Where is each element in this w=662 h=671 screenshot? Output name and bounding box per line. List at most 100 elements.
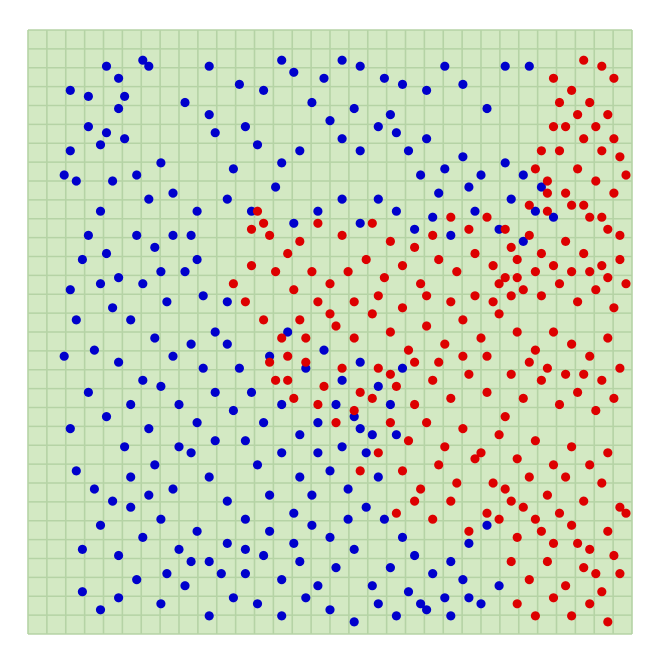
data-point-blue bbox=[289, 508, 299, 518]
data-point-blue bbox=[77, 544, 87, 555]
data-point-blue bbox=[518, 170, 528, 180]
data-point-blue bbox=[240, 544, 250, 555]
data-point-red bbox=[512, 254, 522, 265]
data-point-red bbox=[494, 514, 504, 524]
data-point-blue bbox=[114, 593, 124, 603]
data-point-blue bbox=[518, 236, 528, 246]
data-point-red bbox=[410, 242, 420, 252]
data-point-red bbox=[506, 291, 516, 301]
data-point-red bbox=[542, 188, 553, 198]
data-point-blue bbox=[476, 170, 486, 180]
data-point-red bbox=[591, 176, 601, 186]
data-point-red bbox=[597, 212, 607, 222]
data-point-red bbox=[621, 508, 631, 518]
data-point-red bbox=[591, 122, 601, 132]
data-point-red bbox=[385, 327, 395, 337]
data-point-blue bbox=[355, 218, 365, 228]
data-point-red bbox=[500, 224, 510, 234]
data-point-red bbox=[573, 387, 583, 397]
data-point-blue bbox=[228, 593, 238, 603]
data-point-red bbox=[488, 478, 498, 488]
data-point-red bbox=[307, 267, 317, 277]
data-point-blue bbox=[325, 116, 335, 126]
data-point-red bbox=[585, 460, 595, 470]
data-point-blue bbox=[198, 291, 208, 301]
data-point-blue bbox=[367, 430, 377, 440]
data-point-red bbox=[428, 230, 438, 240]
data-point-blue bbox=[295, 146, 305, 156]
data-point-blue bbox=[132, 230, 142, 240]
data-point-red bbox=[464, 526, 474, 536]
data-point-red bbox=[482, 508, 492, 518]
data-point-red bbox=[554, 97, 565, 108]
data-point-red bbox=[434, 254, 444, 265]
data-point-red bbox=[452, 267, 462, 277]
data-point-red bbox=[458, 315, 468, 325]
data-point-red bbox=[554, 508, 565, 518]
data-point-blue bbox=[252, 599, 263, 609]
data-point-red bbox=[603, 110, 613, 120]
data-point-red bbox=[554, 279, 565, 289]
data-point-blue bbox=[482, 520, 492, 530]
data-point-red bbox=[331, 321, 341, 331]
data-point-blue bbox=[252, 460, 263, 470]
data-point-blue bbox=[464, 593, 474, 603]
data-point-blue bbox=[361, 502, 371, 512]
data-point-blue bbox=[83, 122, 93, 132]
data-point-blue bbox=[204, 556, 214, 567]
data-point-red bbox=[579, 134, 589, 144]
data-point-blue bbox=[114, 273, 124, 283]
data-point-blue bbox=[277, 611, 287, 621]
data-point-red bbox=[561, 122, 571, 132]
data-point-blue bbox=[259, 550, 269, 561]
data-point-red bbox=[548, 327, 559, 337]
data-point-red bbox=[542, 490, 553, 500]
data-point-blue bbox=[458, 575, 468, 585]
data-point-blue bbox=[271, 182, 281, 192]
data-point-blue bbox=[156, 158, 166, 168]
data-point-red bbox=[416, 484, 426, 494]
data-point-red bbox=[482, 387, 492, 397]
data-point-red bbox=[585, 599, 595, 609]
data-point-blue bbox=[108, 176, 118, 186]
data-point-blue bbox=[114, 73, 124, 83]
data-point-blue bbox=[114, 357, 124, 367]
data-point-blue bbox=[95, 605, 106, 615]
data-point-red bbox=[482, 212, 492, 222]
data-point-blue bbox=[222, 496, 232, 506]
data-point-red bbox=[295, 315, 305, 325]
data-point-red bbox=[573, 164, 583, 174]
data-point-red bbox=[567, 85, 577, 95]
data-point-blue bbox=[313, 581, 323, 591]
data-point-blue bbox=[180, 97, 190, 108]
data-point-blue bbox=[120, 91, 130, 101]
data-point-blue bbox=[240, 514, 250, 524]
data-point-blue bbox=[222, 297, 232, 307]
data-point-blue bbox=[361, 448, 371, 458]
data-point-blue bbox=[331, 563, 341, 573]
data-point-blue bbox=[120, 442, 130, 452]
data-point-blue bbox=[313, 448, 323, 458]
data-point-red bbox=[458, 424, 468, 434]
data-point-red bbox=[609, 73, 619, 83]
data-point-red bbox=[476, 333, 486, 343]
data-point-red bbox=[524, 357, 534, 367]
data-point-red bbox=[579, 369, 589, 379]
data-point-red bbox=[548, 538, 559, 549]
data-point-blue bbox=[289, 67, 299, 77]
data-point-red bbox=[506, 556, 516, 567]
data-point-blue bbox=[138, 532, 148, 543]
data-point-blue bbox=[216, 569, 226, 579]
data-point-blue bbox=[83, 230, 93, 240]
data-point-blue bbox=[277, 55, 287, 65]
data-point-red bbox=[289, 393, 299, 403]
data-point-red bbox=[573, 110, 583, 120]
data-point-red bbox=[524, 200, 534, 210]
data-point-red bbox=[615, 254, 625, 265]
data-point-red bbox=[615, 363, 625, 373]
data-point-red bbox=[561, 472, 571, 482]
data-point-blue bbox=[422, 605, 432, 615]
data-point-red bbox=[500, 273, 510, 283]
data-point-red bbox=[518, 502, 528, 512]
data-point-blue bbox=[295, 472, 305, 482]
